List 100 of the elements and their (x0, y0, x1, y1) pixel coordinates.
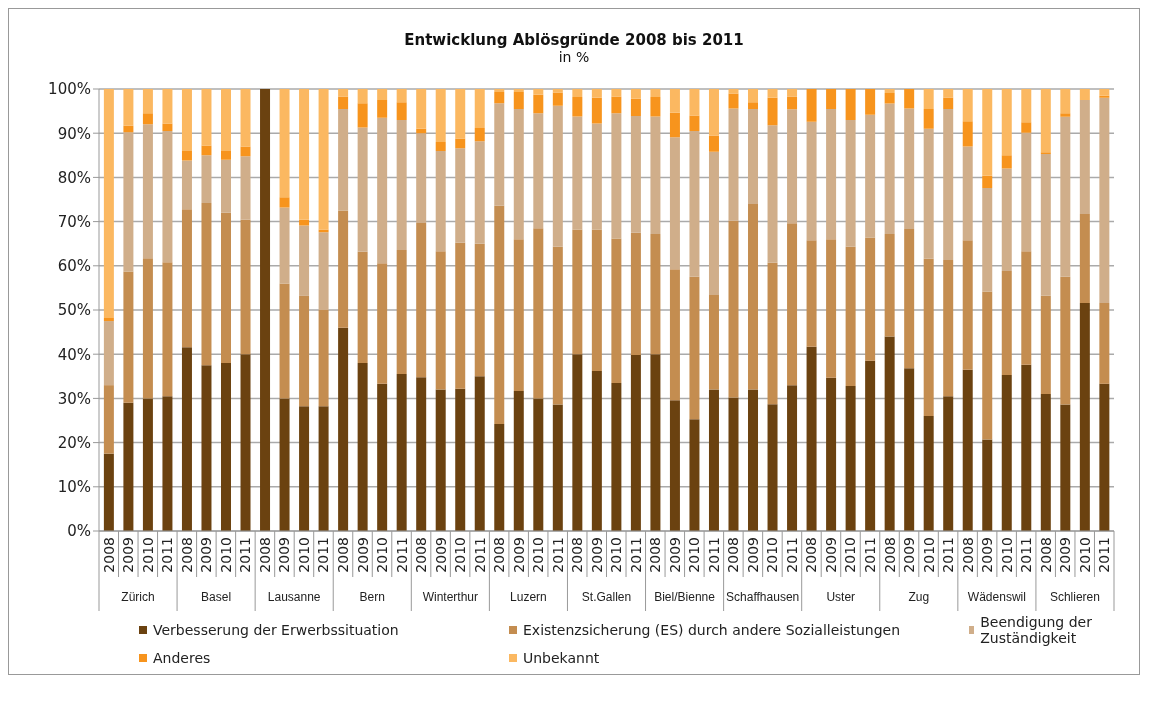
x-tick-label: 2009 (979, 537, 996, 573)
bar (494, 424, 505, 531)
bar (513, 92, 524, 109)
bar (396, 249, 407, 375)
bar (767, 97, 778, 126)
bar (396, 374, 407, 531)
bar (1060, 404, 1071, 531)
bar (591, 89, 602, 98)
bar (943, 97, 954, 109)
bar (826, 89, 837, 109)
legend-label: Beendigung der Zuständigkeit (980, 614, 1093, 646)
bar (591, 97, 602, 124)
bar (435, 251, 446, 390)
bar (923, 89, 934, 109)
bar (260, 89, 271, 531)
bar (377, 117, 388, 264)
x-tick-label: 2009 (744, 537, 761, 573)
bar (767, 262, 778, 405)
x-tick-label: 2008 (647, 537, 664, 573)
bar (201, 365, 212, 531)
bar (591, 371, 602, 531)
bar (181, 150, 192, 161)
x-tick-label: 2011 (1018, 537, 1035, 573)
x-tick-label: 2008 (334, 537, 351, 573)
text: Lausanne (267, 590, 321, 604)
x-tick-label: 2011 (783, 537, 800, 573)
y-tick-label: 50% (57, 301, 91, 320)
bar (982, 439, 993, 531)
bar (142, 258, 153, 399)
x-tick-label: 2011 (393, 537, 410, 573)
x-tick-label: 2008 (1037, 537, 1054, 573)
x-tick-label: 2009 (822, 537, 839, 573)
bar (533, 228, 544, 399)
bar (611, 113, 622, 239)
x-tick-label: 2009 (432, 537, 449, 573)
bar (1079, 214, 1090, 303)
bar (787, 385, 798, 531)
bar (416, 222, 427, 378)
bar (787, 109, 798, 224)
bar (787, 96, 798, 110)
x-tick-label: 2010 (452, 537, 469, 573)
bar (377, 100, 388, 118)
bar (669, 269, 680, 401)
bar (728, 93, 739, 109)
bar (904, 89, 915, 109)
legend-label: Unbekannt (523, 650, 600, 666)
bar (591, 123, 602, 230)
bar (1060, 113, 1071, 117)
x-tick-label: 2010 (608, 537, 625, 573)
bar (299, 295, 310, 407)
bar (299, 89, 310, 220)
bar (201, 145, 212, 156)
bar (416, 133, 427, 223)
bar (455, 148, 466, 243)
text: Bern (359, 590, 385, 604)
x-tick-label: 2011 (940, 537, 957, 573)
bar (865, 237, 876, 361)
bar (611, 382, 622, 531)
bar (884, 233, 895, 337)
x-tick-label: 2011 (159, 537, 176, 573)
x-tick-label: 2010 (686, 537, 703, 573)
x-tick-label: 2011 (705, 537, 722, 573)
bar (708, 294, 719, 390)
bar (982, 175, 993, 189)
bar (357, 251, 368, 364)
bar (103, 317, 114, 322)
bar (748, 102, 759, 109)
bar (1099, 89, 1110, 96)
bar (572, 96, 583, 117)
chart-title: Entwicklung Ablösgründe 2008 bis 2011 (403, 31, 745, 49)
bar (552, 105, 563, 247)
x-tick-label: 2010 (530, 537, 547, 573)
bar (416, 377, 427, 531)
bar (767, 404, 778, 531)
bar (201, 89, 212, 146)
bar (865, 114, 876, 238)
x-tick-label: 2009 (901, 537, 918, 573)
bar (1040, 393, 1051, 531)
text: Winterthur (422, 590, 479, 604)
bar (103, 321, 114, 386)
bar (494, 89, 505, 93)
bar (221, 212, 231, 364)
bar (728, 108, 739, 221)
chart-subtitle: in % (557, 49, 591, 65)
x-tick-label: 2009 (198, 537, 215, 573)
bar (396, 89, 407, 103)
bar (689, 276, 700, 420)
x-tick-label: 2010 (764, 537, 781, 573)
bar (650, 116, 661, 234)
x-tick-label: 2009 (666, 537, 683, 573)
bar (513, 108, 524, 240)
bar (299, 225, 310, 296)
bar (142, 113, 153, 125)
x-tick-label: 2009 (510, 537, 527, 573)
bar (162, 262, 173, 397)
bar (748, 203, 759, 390)
bar (630, 89, 641, 99)
bar (572, 89, 583, 97)
bar (474, 127, 485, 142)
bar (533, 94, 544, 114)
